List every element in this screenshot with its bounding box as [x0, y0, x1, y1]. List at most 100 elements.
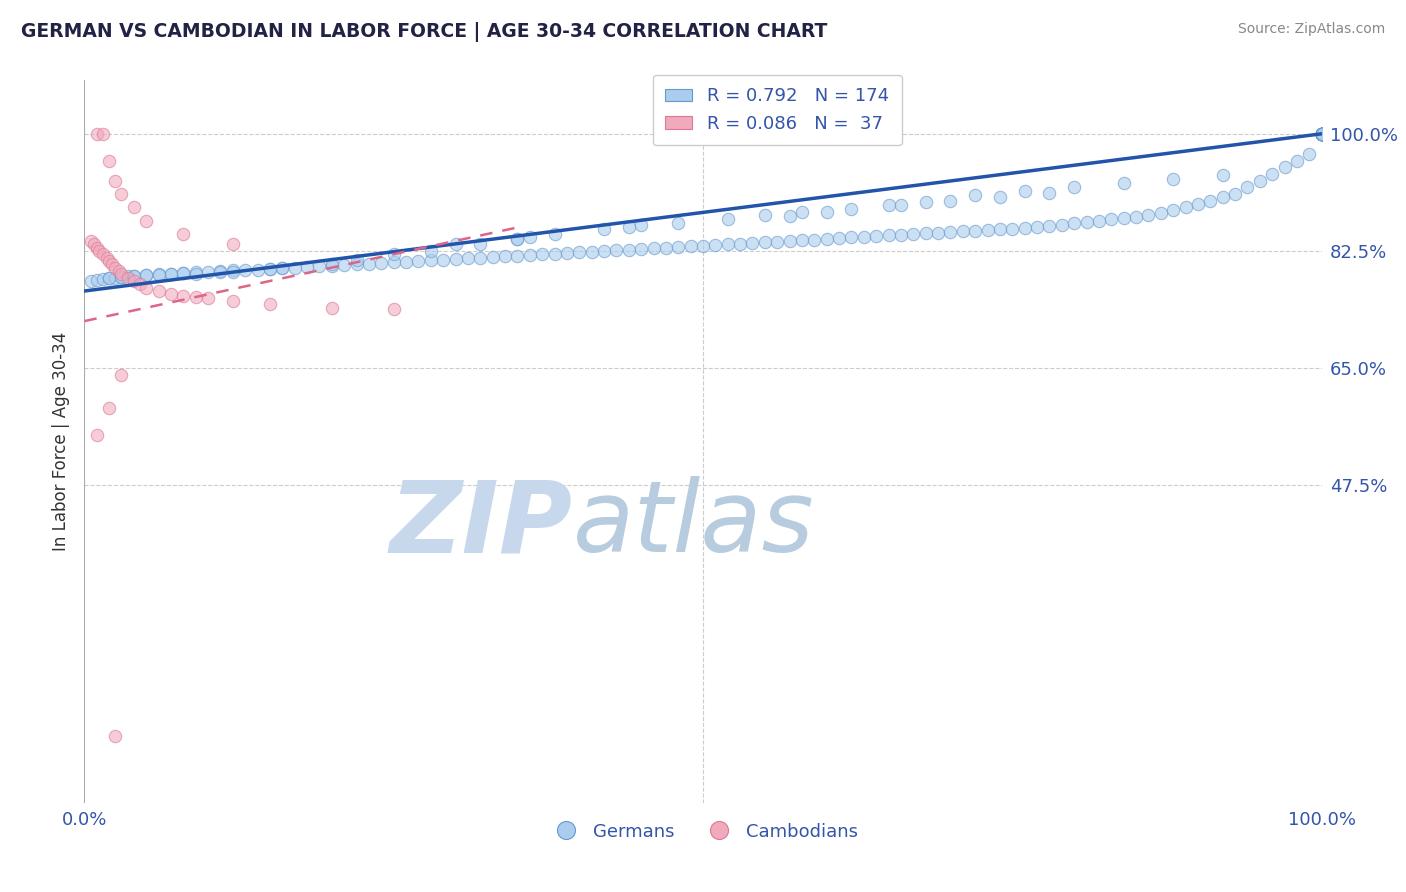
Point: [122, 201, 145, 215]
Point: [184, 267, 207, 281]
Point: [519, 230, 541, 244]
Point: [135, 268, 157, 282]
Point: [914, 195, 936, 210]
Point: [96, 251, 118, 265]
Point: [519, 248, 541, 262]
Point: [117, 270, 139, 285]
Point: [717, 237, 740, 252]
Point: [741, 235, 763, 250]
Point: [1112, 177, 1135, 191]
Point: [1310, 127, 1333, 141]
Point: [259, 262, 281, 277]
Point: [877, 198, 900, 212]
Point: [222, 263, 245, 277]
Point: [828, 231, 851, 245]
Point: [104, 260, 127, 275]
Point: [1099, 212, 1122, 227]
Point: [444, 236, 467, 251]
Point: [135, 281, 157, 295]
Point: [86, 127, 108, 141]
Point: [1310, 127, 1333, 141]
Point: [1310, 127, 1333, 141]
Point: [679, 239, 702, 253]
Point: [110, 269, 132, 284]
Point: [104, 270, 127, 285]
Point: [568, 245, 591, 260]
Point: [841, 230, 863, 244]
Point: [1310, 127, 1333, 141]
Point: [148, 268, 170, 282]
Point: [779, 234, 801, 248]
Point: [1310, 127, 1333, 141]
Point: [790, 205, 813, 219]
Point: [481, 250, 503, 264]
Point: [209, 264, 232, 278]
Point: [259, 297, 281, 311]
Point: [259, 262, 281, 277]
Point: [1274, 161, 1296, 175]
Point: [543, 227, 565, 242]
Point: [1310, 127, 1333, 141]
Point: [470, 237, 492, 252]
Text: atlas: atlas: [574, 476, 814, 574]
Point: [1137, 209, 1160, 223]
Point: [1063, 180, 1085, 194]
Point: [444, 252, 467, 266]
Point: [965, 224, 987, 238]
Point: [172, 266, 194, 280]
Point: [1310, 127, 1333, 141]
Point: [135, 214, 157, 228]
Point: [222, 237, 245, 252]
Point: [209, 265, 232, 279]
Point: [91, 127, 114, 141]
Point: [666, 216, 689, 230]
Point: [1298, 147, 1320, 161]
Point: [86, 241, 108, 255]
Point: [160, 287, 183, 301]
Point: [1001, 222, 1024, 236]
Point: [129, 277, 152, 292]
Point: [815, 205, 838, 219]
Point: [593, 222, 616, 236]
Point: [666, 240, 689, 254]
Point: [988, 190, 1011, 204]
Point: [976, 223, 998, 237]
Point: [110, 368, 132, 382]
Point: [172, 227, 194, 242]
Point: [1310, 127, 1333, 141]
Point: [321, 259, 343, 273]
Point: [1310, 127, 1333, 141]
Point: [952, 225, 974, 239]
Point: [1310, 127, 1333, 141]
Point: [605, 244, 627, 258]
Point: [1236, 180, 1258, 194]
Point: [98, 271, 121, 285]
Point: [104, 729, 127, 743]
Point: [630, 242, 652, 256]
Point: [939, 225, 962, 239]
Point: [1050, 218, 1073, 232]
Point: [1310, 127, 1333, 141]
Point: [122, 268, 145, 283]
Point: [110, 269, 132, 284]
Point: [852, 230, 875, 244]
Point: [382, 247, 405, 261]
Point: [1088, 214, 1111, 228]
Point: [1310, 127, 1333, 141]
Text: Source: ZipAtlas.com: Source: ZipAtlas.com: [1237, 22, 1385, 37]
Point: [1014, 184, 1036, 198]
Point: [382, 255, 405, 269]
Point: [83, 237, 105, 252]
Point: [1285, 153, 1308, 168]
Point: [555, 246, 578, 260]
Point: [117, 269, 139, 284]
Point: [865, 229, 887, 244]
Point: [617, 220, 640, 235]
Point: [1038, 219, 1060, 234]
Point: [1076, 215, 1098, 229]
Point: [284, 260, 307, 275]
Point: [1310, 127, 1333, 141]
Point: [222, 294, 245, 309]
Point: [543, 246, 565, 260]
Point: [754, 209, 776, 223]
